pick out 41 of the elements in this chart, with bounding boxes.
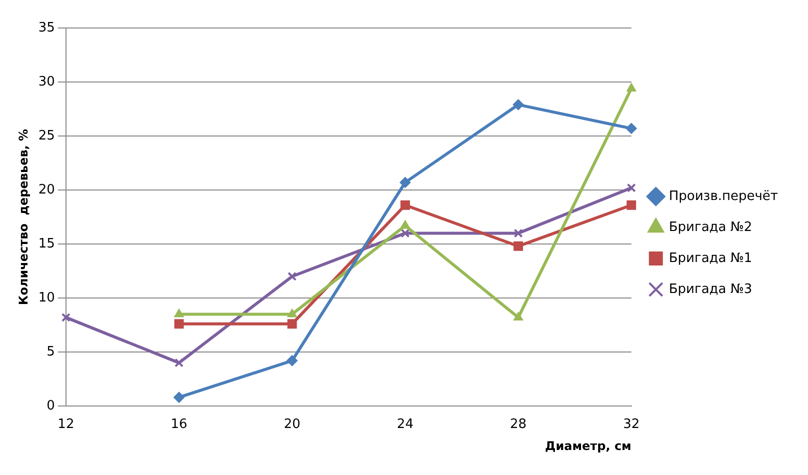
x-tick-label: 32 [623,417,640,432]
point [514,228,523,238]
point [400,228,410,238]
point [400,176,411,188]
y-axis-title: Количество деревьев, % [16,128,30,306]
point [513,312,524,320]
legend-label: Бригада №2 [668,220,752,235]
point [512,99,524,110]
point [626,122,637,134]
y-tick-label: 5 [46,344,55,360]
x-tick-label: 16 [170,417,188,432]
x-tick-label: 28 [510,417,527,432]
point [174,319,184,329]
point [626,183,636,192]
y-tick-label: 35 [38,20,55,36]
y-tick-label: 30 [38,74,55,90]
point [174,358,184,368]
y-tick-label: 10 [38,290,55,306]
point [288,272,297,281]
legend-label: Бригада №1 [668,250,752,266]
point [400,200,410,210]
y-tick-label: 15 [38,236,55,252]
point [286,355,298,366]
x-axis-title: Диаметр, см [545,438,632,453]
y-tick-label: 20 [38,182,55,198]
point [626,82,636,92]
point [400,220,410,229]
x-tick-label: 12 [58,417,74,432]
point [61,312,70,322]
legend-label: Бригада №3 [668,282,752,297]
point [174,392,185,403]
point [287,319,297,329]
y-tick-label: 0 [46,398,55,414]
legend-label: Произв.перечёт [668,188,778,204]
point [626,200,636,210]
x-tick-label: 24 [396,417,414,432]
point [514,241,524,251]
point [174,308,184,318]
y-tick-label: 25 [38,128,55,144]
x-tick-label: 20 [284,417,300,432]
point [287,308,297,318]
